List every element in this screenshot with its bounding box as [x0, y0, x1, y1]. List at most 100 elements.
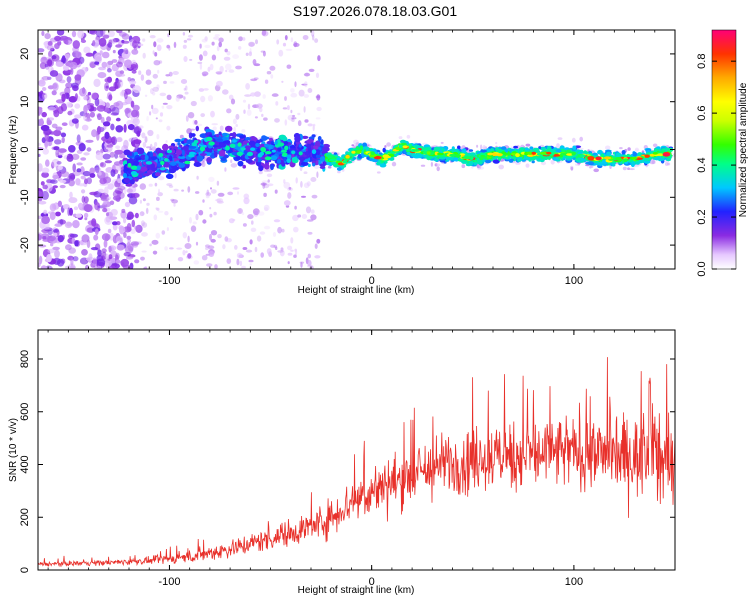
spectrogram-band-blob: [222, 140, 230, 144]
spectrogram-noise-blob: [199, 63, 203, 70]
spectrogram-band-blob: [270, 164, 274, 171]
spectrogram-noise-blob: [194, 120, 198, 125]
spectrogram-noise-blob: [55, 61, 64, 67]
spectrogram-ridge-blob: [407, 143, 413, 147]
spectrogram-core-blob: [526, 151, 534, 155]
spectrogram-noise-blob: [256, 103, 263, 109]
spectrogram-core-blob: [595, 156, 602, 161]
spectrogram-noise-blob: [86, 147, 92, 152]
spectrogram-noise-blob: [317, 55, 321, 62]
spectrogram-band-blob: [242, 164, 246, 169]
spectrogram-noise-blob: [84, 104, 91, 111]
spectrogram-noise-blob: [67, 207, 71, 217]
spectrogram-ridge-blob: [643, 158, 649, 162]
spectrogram-band-blob: [276, 159, 281, 164]
spectrogram-noise-blob: [55, 126, 63, 131]
spectrogram-band-blob: [286, 153, 292, 160]
spectrogram-noise-blob: [236, 252, 243, 259]
spectrogram-noise-blob: [294, 248, 297, 252]
spectrogram-noise-blob: [206, 263, 213, 267]
spectrogram-noise-blob: [260, 252, 265, 258]
spectrogram-noise-blob: [152, 91, 156, 96]
spectrogram-noise-blob: [72, 163, 76, 172]
spectrogram-band-blob: [135, 157, 142, 161]
spectrogram-noise-blob: [97, 125, 101, 135]
spectrogram-band-blob: [133, 160, 140, 166]
spectrogram-noise-blob: [109, 257, 117, 264]
spectrogram-noise-blob: [52, 174, 60, 180]
spectrogram-noise-blob: [207, 95, 213, 102]
spectrogram-noise-blob: [300, 181, 303, 188]
spectrogram-noise-blob: [130, 100, 135, 108]
spectrogram-ridge-blob: [498, 156, 502, 162]
spectrogram-band-blob: [124, 177, 130, 184]
spectrogram-cyan-blob: [130, 171, 138, 176]
snr-frame: [37, 329, 676, 571]
spectrogram-ridge-blob: [399, 139, 407, 144]
spectrogram-band-blob: [255, 157, 259, 163]
y-tick-label: 0: [19, 146, 31, 152]
spectrogram-noise-blob: [307, 88, 313, 93]
spectrogram-noise-blob: [40, 265, 47, 269]
spectrogram-noise-blob: [168, 185, 174, 188]
spectrogram-noise-blob: [68, 96, 78, 103]
spectrogram-noise-blob: [85, 52, 94, 57]
spectrogram-noise-blob: [100, 116, 105, 124]
spectrogram-noise-blob: [228, 218, 235, 224]
spectrogram-noise-blob: [287, 192, 292, 199]
spectrogram-noise-blob: [263, 192, 267, 197]
spectrogram-cyan-blob: [193, 140, 199, 144]
spectrogram-noise-blob: [38, 48, 45, 53]
spectrogram-noise-blob: [47, 248, 55, 254]
spectrogram-noise-blob: [293, 226, 299, 233]
spectrogram-noise-blob: [92, 40, 96, 47]
spectrogram-noise-blob: [75, 178, 81, 186]
spectrogram-noise-blob: [115, 79, 122, 83]
x-tick-label: 100: [565, 275, 583, 287]
spectrogram-noise-blob: [200, 95, 206, 103]
spectrogram-noise-blob: [140, 74, 145, 81]
spectrogram-noise-blob: [127, 77, 132, 82]
spectrogram-cyan-blob: [271, 149, 276, 153]
spectrogram-noise-blob: [116, 136, 123, 143]
spectrogram-cyan-blob: [246, 151, 254, 157]
spectrogram-noise-blob: [156, 196, 160, 201]
spectrogram-noise-blob: [60, 258, 66, 264]
spectrogram-cyan-blob: [199, 146, 206, 152]
spectrogram-noise-blob: [47, 117, 55, 121]
spectrogram-noise-blob: [144, 266, 148, 269]
spectrogram-band-blob: [320, 139, 324, 145]
spectrogram-noise-blob: [123, 123, 127, 133]
y-tick-label: 0: [19, 567, 31, 573]
spectrogram-noise-blob: [49, 211, 56, 221]
spectrogram-noise-blob: [72, 256, 79, 262]
spectrogram-ridge-blob: [564, 156, 570, 159]
spectrogram-ridge-blob: [371, 158, 379, 163]
spectrogram-noise-blob: [77, 202, 84, 209]
spectrogram-noise-blob: [74, 114, 82, 119]
spectrogram-noise-blob: [51, 90, 57, 96]
spectrogram-noise-blob: [316, 171, 319, 178]
spectrogram-noise-blob: [175, 96, 180, 102]
spectrogram-core-blob: [402, 145, 409, 149]
spectrogram-noise-blob: [192, 221, 197, 225]
spectrogram-band-blob: [129, 178, 135, 185]
x-tick-label: 0: [369, 275, 375, 287]
spectrogram-band-blob: [244, 145, 252, 152]
spectrogram-noise-blob: [83, 96, 88, 101]
spectrogram-noise-blob: [83, 46, 91, 54]
spectrogram-noise-blob: [230, 163, 238, 168]
spectrogram-noise-blob: [235, 113, 240, 120]
spectrogram-noise-blob: [205, 192, 211, 197]
spectrogram-noise-blob: [183, 87, 186, 91]
spectrogram-noise-blob: [54, 249, 60, 259]
spectrogram-noise-blob: [246, 109, 252, 116]
spectrogram-noise-blob: [242, 37, 246, 41]
spectrogram-core-blob: [571, 152, 576, 156]
spectrogram-noise-blob: [303, 171, 308, 174]
spectrogram-noise-blob: [156, 44, 162, 52]
spectrogram-noise-blob: [282, 107, 288, 110]
spectrogram-noise-blob: [111, 59, 118, 63]
spectrogram-cyan-blob: [208, 141, 215, 146]
spectrogram-noise-blob: [71, 153, 80, 160]
